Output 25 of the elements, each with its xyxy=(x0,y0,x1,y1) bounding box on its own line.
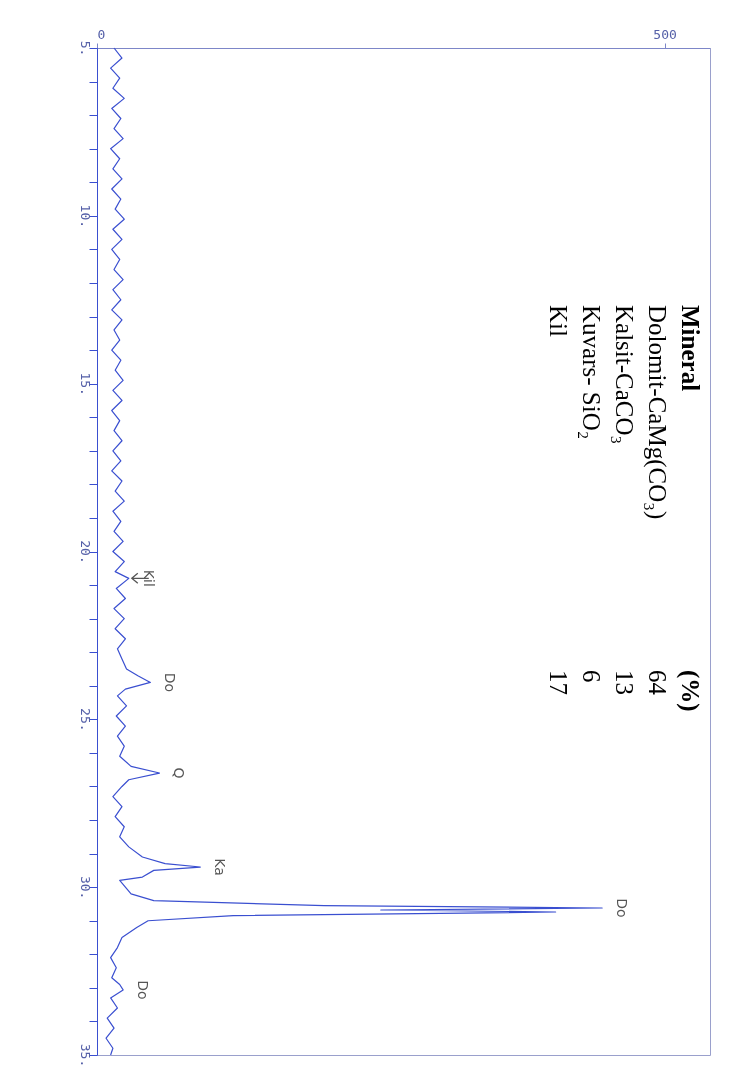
annotation: Do xyxy=(162,672,179,693)
y-tick-label: 30. xyxy=(77,875,93,900)
y-tick-label: 20. xyxy=(77,540,93,564)
annotation: 6 xyxy=(578,670,605,683)
annotation: Mineral xyxy=(677,305,704,392)
y-tick-label: 25. xyxy=(77,708,93,732)
annotation: 17 xyxy=(545,670,572,695)
annotation: Ka xyxy=(212,858,229,876)
annotation: Kalsit-CaCO₃ xyxy=(611,305,638,445)
x-tick-label: 0 xyxy=(97,26,106,42)
y-tick-label: 5. xyxy=(77,40,93,57)
annotation: Q xyxy=(171,767,188,779)
annotation: Kuvars- SiO₂ xyxy=(578,305,605,440)
annotation: Kil xyxy=(140,569,157,587)
y-tick-label: 10. xyxy=(77,204,93,229)
y-tick-label: 15. xyxy=(77,372,93,396)
annotation: Kil xyxy=(545,305,572,337)
annotation: 13 xyxy=(611,670,638,695)
annotation: Do xyxy=(614,898,631,918)
x-tick-label: 500 xyxy=(653,26,677,42)
annotation: 64 xyxy=(644,670,671,696)
annotation: Do xyxy=(135,980,152,1000)
annotation: (%) xyxy=(676,670,704,712)
annotation: Dolomit-CaMg(CO₃) xyxy=(643,305,671,520)
y-tick-label: 35. xyxy=(77,1043,93,1068)
